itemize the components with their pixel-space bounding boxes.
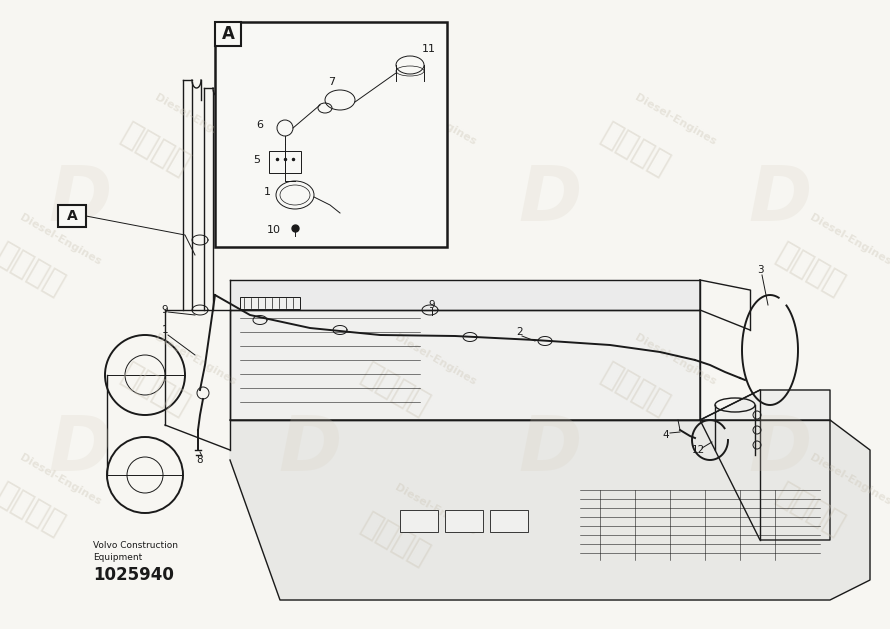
Text: D: D	[518, 163, 582, 237]
Text: 6: 6	[256, 120, 263, 130]
Text: 紫发动力: 紫发动力	[356, 119, 433, 181]
Text: Diesel-Engines: Diesel-Engines	[392, 92, 477, 147]
Text: D: D	[518, 413, 582, 487]
Text: D: D	[48, 163, 111, 237]
Text: 1025940: 1025940	[93, 566, 174, 584]
Text: 紫发动力: 紫发动力	[596, 119, 674, 181]
Text: 紫发动力: 紫发动力	[771, 239, 849, 301]
Text: Diesel-Engines: Diesel-Engines	[807, 453, 890, 508]
Bar	[400, 510, 438, 532]
Text: 10: 10	[267, 225, 281, 235]
Text: Diesel-Engines: Diesel-Engines	[18, 213, 102, 267]
Text: D: D	[748, 163, 812, 237]
Polygon shape	[230, 310, 700, 420]
Text: 1: 1	[162, 325, 168, 335]
Text: Diesel-Engines: Diesel-Engines	[633, 92, 717, 147]
Bar	[215, 22, 447, 247]
Text: Volvo Construction: Volvo Construction	[93, 540, 178, 550]
Text: 紫发动力: 紫发动力	[596, 359, 674, 421]
Text: 紫发动力: 紫发动力	[116, 359, 194, 421]
Text: 7: 7	[328, 77, 336, 87]
Text: 紫发动力: 紫发动力	[0, 479, 69, 541]
Bar	[269, 151, 301, 173]
Text: D: D	[748, 413, 812, 487]
Bar	[240, 297, 300, 309]
Bar	[58, 205, 86, 227]
Text: D: D	[279, 413, 342, 487]
Text: 紫发动力: 紫发动力	[116, 119, 194, 181]
Text: D: D	[279, 163, 342, 237]
Text: 1: 1	[263, 187, 271, 197]
Text: A: A	[67, 209, 77, 223]
Text: 2: 2	[517, 327, 523, 337]
Text: 8: 8	[197, 455, 203, 465]
Text: 3: 3	[756, 265, 764, 275]
Text: 9: 9	[162, 305, 168, 315]
Text: A: A	[222, 25, 234, 43]
Text: Diesel-Engines: Diesel-Engines	[633, 333, 717, 387]
Text: 11: 11	[422, 44, 436, 54]
Text: Diesel-Engines: Diesel-Engines	[392, 333, 477, 387]
Text: Diesel-Engines: Diesel-Engines	[18, 453, 102, 508]
Polygon shape	[230, 420, 870, 600]
Polygon shape	[230, 280, 700, 310]
Text: Diesel-Engines: Diesel-Engines	[392, 482, 477, 537]
Text: 紫发动力: 紫发动力	[0, 239, 69, 301]
Text: Equipment: Equipment	[93, 554, 142, 562]
Text: Diesel-Engines: Diesel-Engines	[152, 92, 238, 147]
Text: D: D	[48, 413, 111, 487]
Polygon shape	[700, 280, 830, 540]
Bar	[215, 22, 241, 46]
Text: 紫发动力: 紫发动力	[771, 479, 849, 541]
Text: 9: 9	[429, 300, 435, 310]
Text: 5: 5	[253, 155, 260, 165]
Text: Diesel-Engines: Diesel-Engines	[807, 213, 890, 267]
Text: 紫发动力: 紫发动力	[356, 509, 433, 571]
Bar	[490, 510, 528, 532]
Text: 紫发动力: 紫发动力	[356, 359, 433, 421]
Text: 4: 4	[663, 430, 669, 440]
Text: Diesel-Engines: Diesel-Engines	[152, 333, 238, 387]
Bar	[445, 510, 483, 532]
Text: 12: 12	[692, 445, 705, 455]
